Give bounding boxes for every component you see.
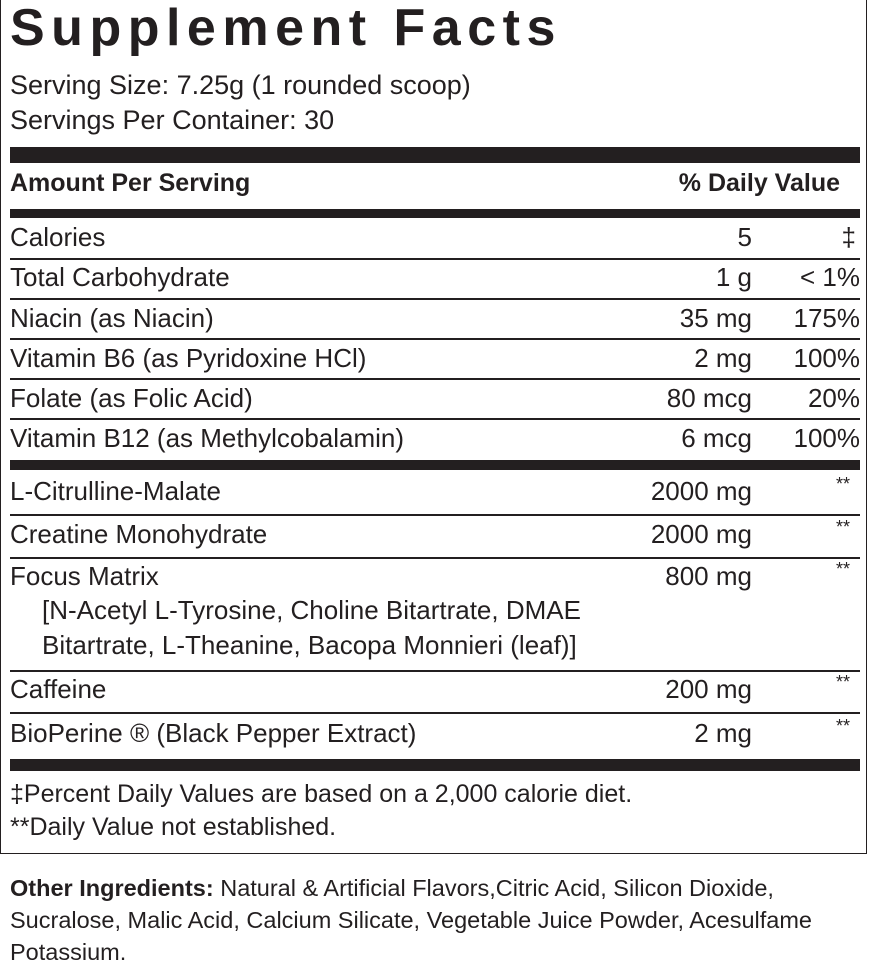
servings-per-container: Servings Per Container: 30 (10, 105, 335, 135)
nutrient-amount: 6 mcg (681, 423, 752, 453)
nutrient-dv: 100% (793, 343, 861, 373)
ingredient-amount: 2000 mg (650, 519, 752, 549)
row-divider (10, 557, 860, 559)
row-divider (10, 514, 860, 516)
nutrient-amount: 1 g (715, 262, 752, 292)
footnote-daily-values: ‡Percent Daily Values are based on a 2,0… (10, 780, 633, 808)
row-divider (10, 670, 860, 672)
row-divider (10, 258, 860, 260)
table-row: Creatine Monohydrate 2000 mg ** (10, 517, 860, 553)
nutrient-dv: 175% (793, 303, 861, 333)
nutrient-name: Calories (10, 222, 106, 252)
row-divider (10, 712, 860, 714)
table-row: Folate (as Folic Acid) 80 mcg 20% (10, 383, 860, 417)
ingredient-dv: ** (835, 474, 850, 494)
nutrient-name: Vitamin B12 (as Methylcobalamin) (10, 423, 405, 453)
ingredient-dv: ** (835, 672, 850, 692)
table-row: BioPerine ® (Black Pepper Extract) 2 mg ** (10, 716, 860, 752)
other-ingredients: Other Ingredients: Natural & Artificial … (10, 872, 850, 968)
ingredient-amount: 800 mg (665, 561, 752, 591)
ingredient-name: L-Citrulline-Malate (10, 476, 221, 506)
thick-divider (10, 209, 860, 218)
thick-divider (10, 147, 860, 163)
other-ingredients-text: Natural & Artificial Flavors,Citric Acid… (10, 875, 813, 965)
nutrient-amount: 2 mg (694, 343, 752, 373)
ingredient-dv: ** (835, 517, 850, 537)
nutrient-name: Vitamin B6 (as Pyridoxine HCl) (10, 343, 367, 373)
nutrient-amount: 5 (737, 222, 752, 252)
table-row: Caffeine 200 mg ** (10, 672, 860, 708)
table-row: L-Citrulline-Malate 2000 mg ** (10, 474, 860, 510)
ingredient-amount: 2000 mg (650, 476, 752, 506)
table-row: Vitamin B6 (as Pyridoxine HCl) 2 mg 100% (10, 343, 860, 377)
table-row: Calories 5 ‡ (10, 222, 860, 256)
table-row: Focus Matrix 800 mg ** (10, 559, 860, 595)
table-row: Total Carbohydrate 1 g < 1% (10, 262, 860, 296)
daily-value-header: % Daily Value (678, 169, 840, 197)
nutrient-dv: 100% (793, 423, 861, 453)
panel-title: Supplement Facts (10, 0, 562, 57)
amount-per-serving-header: Amount Per Serving (10, 169, 251, 197)
thick-divider (10, 759, 860, 771)
footnote-not-established: **Daily Value not established. (10, 813, 337, 841)
row-divider (10, 298, 860, 300)
ingredient-name: BioPerine ® (Black Pepper Extract) (10, 718, 417, 748)
thick-divider (10, 460, 860, 470)
serving-size: Serving Size: 7.25g (1 rounded scoop) (10, 70, 471, 100)
ingredient-name: Caffeine (10, 674, 107, 704)
other-ingredients-label: Other Ingredients: (10, 875, 214, 901)
nutrient-name: Folate (as Folic Acid) (10, 383, 253, 413)
row-divider (10, 378, 860, 380)
focus-matrix-components: [N-Acetyl L-Tyrosine, Choline Bitartrate… (42, 595, 581, 625)
nutrient-dv: < 1% (800, 262, 860, 292)
nutrient-amount: 35 mg (679, 303, 752, 333)
nutrient-name: Niacin (as Niacin) (10, 303, 214, 333)
row-divider (10, 418, 860, 420)
ingredient-amount: 2 mg (694, 718, 752, 748)
focus-matrix-components: Bitartrate, L-Theanine, Bacopa Monnieri … (42, 630, 577, 660)
nutrient-name: Total Carbohydrate (10, 262, 230, 292)
table-row: Niacin (as Niacin) 35 mg 175% (10, 303, 860, 337)
table-row: Vitamin B12 (as Methylcobalamin) 6 mcg 100… (10, 423, 860, 457)
supplement-facts-panel (0, 0, 867, 854)
nutrient-amount: 80 mcg (666, 383, 752, 413)
ingredient-dv: ** (835, 716, 850, 736)
ingredient-amount: 200 mg (665, 674, 752, 704)
ingredient-name: Creatine Monohydrate (10, 519, 268, 549)
ingredient-dv: ** (835, 559, 850, 579)
nutrient-dv: ‡ (841, 222, 856, 252)
row-divider (10, 338, 860, 340)
ingredient-name: Focus Matrix (10, 561, 159, 591)
nutrient-dv: 20% (807, 383, 860, 413)
